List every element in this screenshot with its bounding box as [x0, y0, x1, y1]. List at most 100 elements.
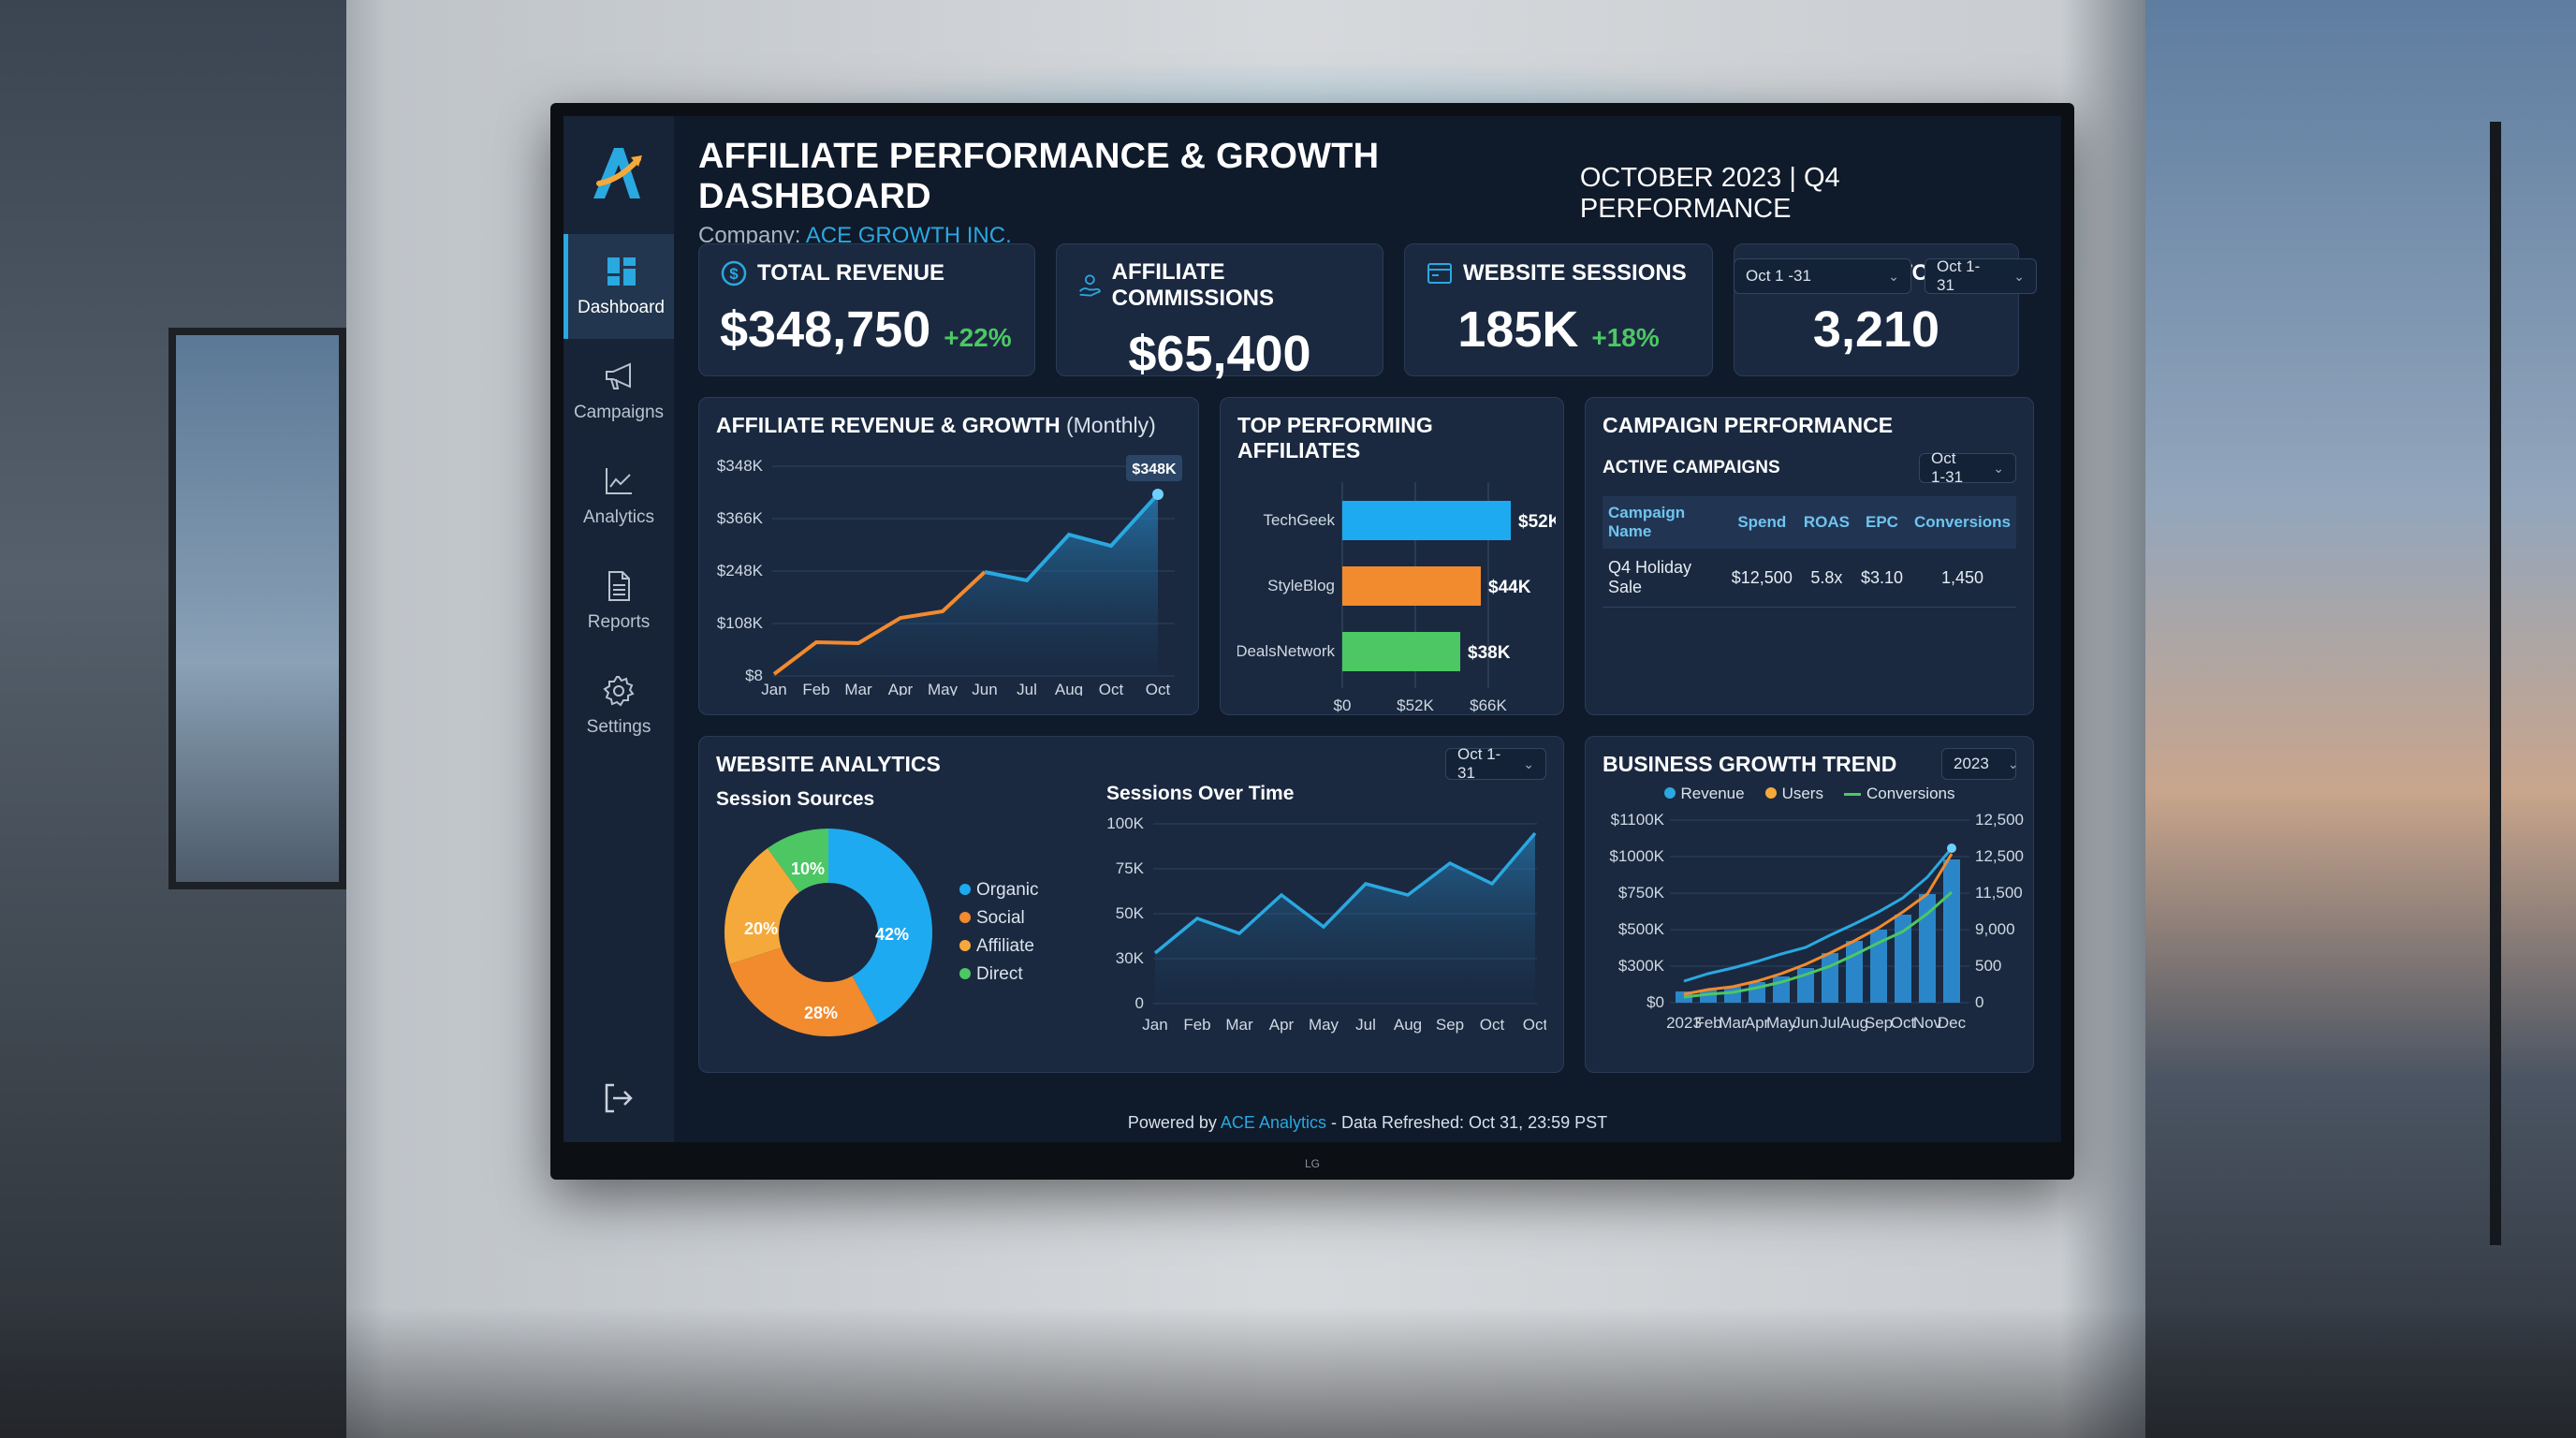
kpi-change: +18%	[1591, 323, 1660, 352]
svg-text:Apr: Apr	[1745, 1014, 1770, 1032]
active-campaigns-label: ACTIVE CAMPAIGNS	[1603, 458, 1780, 477]
svg-text:Jul: Jul	[1355, 1016, 1376, 1034]
svg-text:$300K: $300K	[1618, 957, 1665, 975]
legend-item-social: Social	[959, 908, 1039, 929]
svg-text:Apr: Apr	[888, 681, 914, 696]
hand-coin-icon	[1078, 274, 1102, 297]
sidebar-item-label: Campaigns	[573, 403, 665, 422]
svg-text:Jun: Jun	[972, 681, 997, 696]
sidebar-item-dashboard[interactable]: Dashboard	[564, 234, 674, 339]
document-icon	[608, 571, 630, 601]
svg-text:Mar: Mar	[1719, 1014, 1747, 1032]
sidebar-item-reports[interactable]: Reports	[564, 549, 674, 653]
sessions-area-chart: 100K 75K 50K 30K 0 Jan Feb Mar	[1106, 814, 1547, 1034]
svg-text:$108K: $108K	[717, 614, 764, 632]
select-value: Oct 1-31	[1937, 257, 1981, 294]
legend-item-users: Users	[1764, 785, 1823, 803]
column-header[interactable]: ROAS	[1797, 496, 1855, 549]
table-row[interactable]: Q4 Holiday Sale $12,500 5.8x $3.10 1,450	[1603, 549, 2016, 608]
chevron-down-icon: ⌄	[2013, 268, 2025, 284]
legend-item-organic: Organic	[959, 880, 1039, 901]
campaign-date-select[interactable]: Oct 1-31 ⌄	[1919, 449, 2016, 486]
office-window-right	[2145, 0, 2576, 1438]
svg-text:May: May	[1309, 1016, 1339, 1034]
column-header[interactable]: Conversions	[1909, 496, 2016, 549]
gear-icon	[603, 676, 635, 707]
select-value: Oct 1-31	[1931, 449, 1964, 486]
tv-brand-logo: LG	[1304, 1157, 1321, 1170]
sidebar-item-campaigns[interactable]: Campaigns	[564, 339, 674, 444]
sessions-over-time-title: Sessions Over Time	[1106, 783, 1295, 804]
session-sources-donut: 42% 28% 20% 10%	[724, 829, 932, 1036]
footer-brand-link[interactable]: ACE Analytics	[1220, 1113, 1326, 1132]
column-header[interactable]: Campaign Name	[1603, 496, 1726, 549]
card-title: TOP PERFORMING AFFILIATES	[1237, 413, 1433, 462]
donut-legend: Organic Social Affiliate Direct	[959, 880, 1039, 985]
column-header[interactable]: Spend	[1725, 496, 1798, 549]
svg-text:Feb: Feb	[1694, 1014, 1721, 1032]
svg-text:Feb: Feb	[802, 681, 829, 696]
svg-text:Jul: Jul	[1820, 1014, 1840, 1032]
sidebar-item-analytics[interactable]: Analytics	[564, 444, 674, 549]
svg-text:May: May	[928, 681, 959, 696]
svg-text:50K: 50K	[1116, 904, 1145, 922]
header: AFFILIATE PERFORMANCE & GROWTH DASHBOARD…	[698, 137, 2037, 248]
charts-row-2: WEBSITE ANALYTICS Oct 1-31 ⌄ Session Sou…	[698, 736, 2037, 1073]
cell-campaign-name: Q4 Holiday Sale	[1603, 549, 1726, 608]
sidebar-item-label: Analytics	[582, 507, 655, 527]
office-window-left	[168, 328, 346, 889]
select-value: Oct 1-31	[1457, 745, 1501, 782]
svg-text:10%: 10%	[791, 859, 825, 878]
growth-combo-chart: $1100K $1000K $750K $500K $300K $0 12,50…	[1609, 811, 2024, 1032]
svg-text:2023: 2023	[1666, 1014, 1702, 1032]
campaigns-table: Campaign Name Spend ROAS EPC Conversions…	[1603, 496, 2016, 608]
business-growth-card: BUSINESS GROWTH TREND 2023 ⌄ Revenue Use…	[1585, 736, 2034, 1073]
kpi-value: $65,400	[1128, 326, 1311, 382]
sidebar-item-label: Dashboard	[578, 298, 665, 317]
analytics-date-select[interactable]: Oct 1-31 ⌄	[1445, 745, 1546, 782]
browser-window-icon	[1427, 263, 1452, 284]
cell-spend: $12,500	[1725, 549, 1798, 608]
svg-text:$: $	[729, 265, 739, 283]
svg-text:Sep: Sep	[1436, 1016, 1464, 1034]
svg-text:Apr: Apr	[1269, 1016, 1295, 1034]
svg-text:30K: 30K	[1116, 949, 1145, 967]
svg-text:Oct: Oct	[1891, 1014, 1916, 1032]
svg-text:9,000: 9,000	[1975, 920, 2015, 938]
svg-text:$348K: $348K	[717, 457, 764, 475]
svg-text:0: 0	[1975, 993, 1983, 1011]
cell-epc: $3.10	[1854, 549, 1910, 608]
card-title: CAMPAIGN PERFORMANCE	[1603, 413, 1894, 437]
svg-text:Jan: Jan	[1142, 1016, 1167, 1034]
main-content: AFFILIATE PERFORMANCE & GROWTH DASHBOARD…	[674, 116, 2061, 1142]
dashboard-screen: Dashboard Campaigns Analytics	[564, 116, 2061, 1142]
cell-conversions: 1,450	[1909, 549, 2016, 608]
megaphone-icon	[606, 362, 631, 389]
charts-row-1: AFFILIATE REVENUE & GROWTH (Monthly) $34…	[698, 397, 2037, 715]
logout-icon[interactable]	[601, 1080, 637, 1116]
growth-year-select[interactable]: 2023 ⌄	[1941, 748, 2019, 780]
column-header[interactable]: EPC	[1854, 496, 1910, 549]
date-range-select-1[interactable]: Oct 1 -31 ⌄	[1734, 258, 1911, 294]
session-sources-title: Session Sources	[716, 788, 875, 810]
card-title: BUSINESS GROWTH TREND	[1603, 752, 1897, 776]
svg-text:Mar: Mar	[844, 681, 872, 696]
kpi-change: +22%	[944, 323, 1012, 352]
footer: Powered by ACE Analytics - Data Refreshe…	[674, 1113, 2061, 1133]
svg-text:StyleBlog: StyleBlog	[1267, 577, 1335, 594]
svg-text:$366K: $366K	[717, 509, 764, 527]
kpi-total-revenue: $ TOTAL REVENUE $348,750 +22%	[698, 243, 1035, 376]
ace-logo-icon	[593, 148, 642, 198]
svg-text:$1100K: $1100K	[1611, 811, 1665, 829]
sidebar: Dashboard Campaigns Analytics	[564, 116, 674, 1142]
sidebar-item-settings[interactable]: Settings	[564, 653, 674, 758]
legend-item-conversions: Conversions	[1843, 785, 1954, 803]
svg-text:$44K: $44K	[1488, 578, 1531, 597]
svg-text:20%: 20%	[744, 919, 778, 938]
svg-text:Mar: Mar	[1225, 1016, 1253, 1034]
svg-text:Aug: Aug	[1394, 1016, 1422, 1034]
date-range-select-2[interactable]: Oct 1-31 ⌄	[1925, 257, 2037, 294]
title-text: AFFILIATE REVENUE & GROWTH	[716, 413, 1061, 437]
office-floor-shadow	[0, 1307, 2576, 1438]
svg-text:Oct: Oct	[1480, 1016, 1505, 1034]
